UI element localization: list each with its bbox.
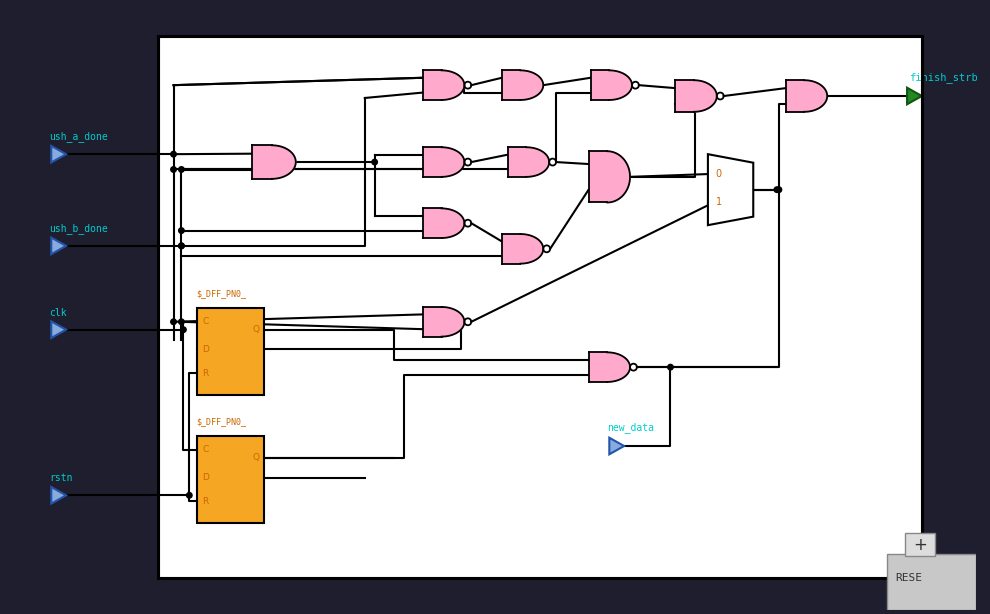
Polygon shape bbox=[51, 487, 66, 503]
Text: clk: clk bbox=[50, 308, 67, 318]
Bar bbox=[508, 147, 527, 177]
Bar bbox=[197, 436, 264, 523]
Circle shape bbox=[178, 243, 184, 249]
Circle shape bbox=[180, 327, 186, 332]
Text: 0: 0 bbox=[716, 169, 722, 179]
Circle shape bbox=[186, 492, 192, 498]
Polygon shape bbox=[708, 154, 753, 225]
Circle shape bbox=[178, 243, 184, 249]
Text: D: D bbox=[202, 473, 209, 482]
Text: 1: 1 bbox=[716, 198, 722, 208]
Text: rstn: rstn bbox=[50, 473, 73, 483]
Polygon shape bbox=[51, 238, 66, 254]
Text: $_DFF_PN0_: $_DFF_PN0_ bbox=[196, 289, 247, 298]
Polygon shape bbox=[51, 321, 66, 338]
Polygon shape bbox=[442, 208, 464, 238]
Circle shape bbox=[178, 166, 184, 172]
Text: D: D bbox=[202, 345, 209, 354]
Polygon shape bbox=[527, 147, 549, 177]
Polygon shape bbox=[442, 147, 464, 177]
Polygon shape bbox=[609, 438, 624, 454]
Polygon shape bbox=[805, 80, 828, 112]
Bar bbox=[905, 533, 935, 556]
Polygon shape bbox=[607, 151, 630, 203]
Text: new_data: new_data bbox=[607, 422, 654, 433]
Polygon shape bbox=[609, 71, 632, 100]
Bar bbox=[786, 80, 805, 112]
Bar bbox=[423, 147, 442, 177]
Polygon shape bbox=[51, 146, 66, 163]
Polygon shape bbox=[442, 307, 464, 336]
Bar bbox=[502, 71, 521, 100]
Text: R: R bbox=[202, 368, 208, 378]
Bar bbox=[675, 80, 694, 112]
Polygon shape bbox=[907, 88, 922, 104]
Circle shape bbox=[774, 187, 780, 192]
Bar bbox=[589, 352, 607, 382]
Text: $_DFF_PN0_: $_DFF_PN0_ bbox=[196, 418, 247, 426]
Text: finish_strb: finish_strb bbox=[909, 72, 978, 83]
Circle shape bbox=[178, 228, 184, 233]
Circle shape bbox=[667, 364, 673, 370]
Circle shape bbox=[776, 187, 782, 192]
Bar bbox=[502, 234, 521, 263]
Bar bbox=[252, 146, 272, 179]
Bar bbox=[423, 71, 442, 100]
Text: C: C bbox=[202, 446, 208, 454]
Text: RESE: RESE bbox=[895, 573, 923, 583]
Bar bbox=[887, 554, 976, 610]
Polygon shape bbox=[521, 71, 544, 100]
Text: ush_b_done: ush_b_done bbox=[50, 223, 108, 234]
Bar bbox=[157, 36, 922, 578]
Polygon shape bbox=[607, 352, 630, 382]
Polygon shape bbox=[694, 80, 717, 112]
Text: R: R bbox=[202, 497, 208, 506]
Bar bbox=[591, 71, 609, 100]
Bar bbox=[157, 36, 922, 578]
Circle shape bbox=[170, 319, 176, 325]
Circle shape bbox=[178, 319, 184, 325]
Circle shape bbox=[372, 159, 377, 165]
Bar bbox=[589, 151, 607, 203]
Polygon shape bbox=[272, 146, 296, 179]
Bar bbox=[423, 208, 442, 238]
Bar bbox=[423, 307, 442, 336]
Text: C: C bbox=[202, 317, 208, 326]
Circle shape bbox=[170, 152, 176, 157]
Bar bbox=[197, 308, 264, 395]
Text: ush_a_done: ush_a_done bbox=[50, 131, 108, 142]
Text: +: + bbox=[913, 535, 927, 554]
Polygon shape bbox=[442, 71, 464, 100]
Polygon shape bbox=[521, 234, 544, 263]
Text: Q: Q bbox=[252, 325, 259, 334]
Circle shape bbox=[170, 166, 176, 172]
Text: Q: Q bbox=[252, 453, 259, 462]
